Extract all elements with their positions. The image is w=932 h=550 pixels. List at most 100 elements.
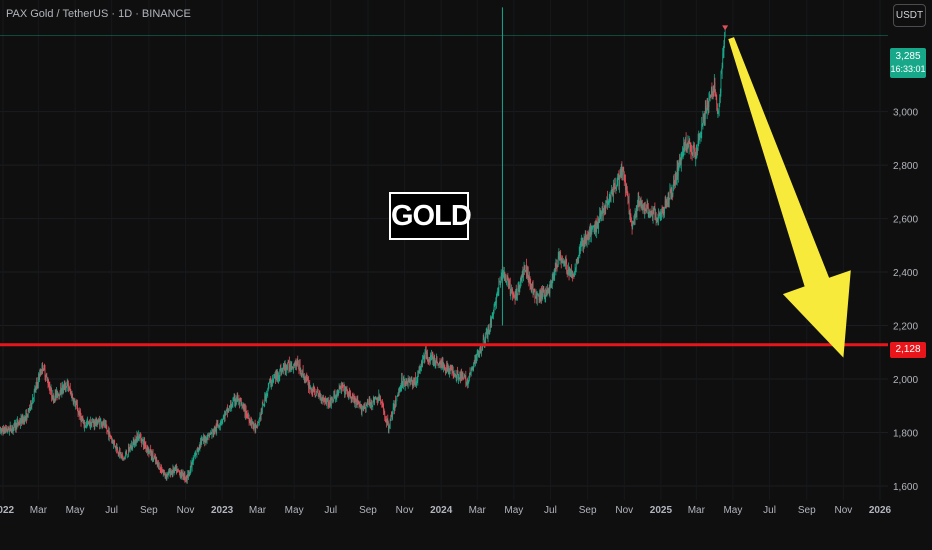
candle-body <box>88 421 90 425</box>
candle-body <box>358 403 359 404</box>
candle-body <box>583 240 584 247</box>
candle-body <box>14 422 15 425</box>
x-tick-label: Nov <box>615 505 633 516</box>
candle-body <box>680 159 682 163</box>
candle-body <box>86 423 88 424</box>
candle-body <box>576 261 578 263</box>
candle-body <box>477 349 479 352</box>
candle-body <box>243 406 245 408</box>
candle-body <box>683 142 685 151</box>
currency-button[interactable]: USDT <box>893 4 926 27</box>
candle-body <box>514 296 516 299</box>
gold-text-annotation[interactable]: GOLD <box>389 192 472 240</box>
candle-body <box>204 439 206 442</box>
candle-body <box>558 254 560 256</box>
candle-body <box>667 201 668 205</box>
candle-body <box>612 191 614 195</box>
y-tick-label: 2,800 <box>893 161 918 172</box>
candle-body <box>658 214 660 216</box>
candle-body <box>271 382 273 385</box>
candle-body <box>708 97 710 108</box>
candle-body <box>583 237 585 245</box>
candle-body <box>220 422 222 423</box>
candle-body <box>182 471 183 473</box>
candle-body <box>261 409 263 412</box>
candle-body <box>207 434 209 440</box>
candle-body <box>127 453 129 456</box>
candle-body <box>620 168 622 173</box>
candle-body <box>420 366 422 369</box>
candle-body <box>368 403 369 405</box>
candle-body <box>264 396 266 404</box>
candle-body <box>686 145 688 148</box>
candle-body <box>313 386 315 389</box>
candle-body <box>551 277 553 285</box>
candle-body <box>344 385 345 393</box>
x-tick-label: Sep <box>140 505 158 516</box>
candle-body <box>704 115 706 120</box>
candle-body <box>53 398 55 402</box>
candle-body <box>194 456 195 458</box>
candle-body <box>476 352 478 359</box>
candle-body <box>717 111 719 113</box>
candle-body <box>176 469 178 472</box>
candle-body <box>488 327 489 332</box>
candle-body <box>635 211 637 216</box>
candle-body <box>27 409 29 418</box>
candle-body <box>202 439 204 442</box>
candle-body <box>62 386 64 390</box>
candle-body <box>335 395 337 397</box>
candle-body <box>173 469 175 472</box>
candle-body <box>321 398 323 401</box>
candle-body <box>702 116 704 125</box>
candle-body <box>391 415 392 417</box>
candle-body <box>20 422 21 425</box>
candle-body <box>488 329 490 331</box>
candle-body <box>217 423 219 426</box>
candle-body <box>284 365 285 371</box>
candle-body <box>134 439 136 445</box>
x-tick-label: Jul <box>763 505 776 516</box>
candle-body <box>428 359 429 362</box>
candle-body <box>12 427 13 430</box>
candle-body <box>385 416 386 420</box>
candle-body <box>710 88 712 96</box>
candle-body <box>225 410 227 412</box>
candle-body <box>235 399 237 403</box>
candle-body <box>688 141 690 148</box>
candle-body <box>356 400 358 406</box>
candle-body <box>517 293 518 295</box>
candle-body <box>344 390 346 395</box>
candle-body <box>590 228 592 237</box>
x-tick-label: May <box>285 505 304 516</box>
candle-body <box>297 360 299 362</box>
candle-body <box>322 397 324 401</box>
candle-body <box>443 364 445 367</box>
candle-body <box>35 385 37 390</box>
candle-body <box>134 440 135 446</box>
candle-body <box>532 283 533 286</box>
x-tick-label: May <box>66 505 85 516</box>
candle-body <box>719 97 721 105</box>
candle-body <box>124 456 126 459</box>
candle-body <box>485 333 486 340</box>
candle-body <box>69 387 71 392</box>
candle-body <box>164 471 165 474</box>
candle-body <box>332 400 333 402</box>
candle-body <box>625 188 627 190</box>
candle-body <box>419 367 421 374</box>
candle-body <box>364 405 365 409</box>
candle-body <box>461 376 463 378</box>
candle-body <box>177 469 179 471</box>
candle-body <box>716 104 718 112</box>
candle-body <box>460 373 461 379</box>
candle-body <box>671 192 673 195</box>
candle-body <box>111 439 112 441</box>
candle-body <box>719 94 721 98</box>
candle-body <box>409 381 411 383</box>
candle-body <box>545 288 546 297</box>
candle-body <box>591 227 593 229</box>
candle-body <box>659 214 661 218</box>
candle-body <box>519 282 521 289</box>
